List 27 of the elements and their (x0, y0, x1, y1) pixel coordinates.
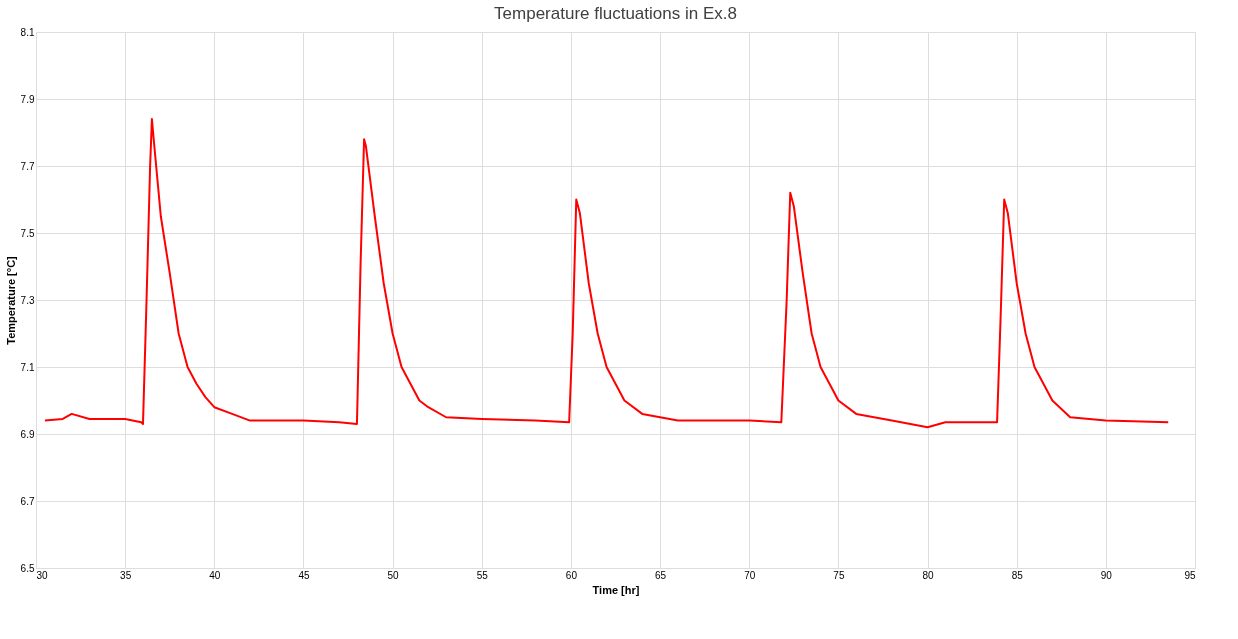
chart-title: Temperature fluctuations in Ex.8 (494, 4, 737, 23)
y-tick-label: 7.3 (20, 294, 35, 306)
y-tick-label: 6.7 (20, 495, 35, 507)
x-tick-label: 40 (209, 569, 221, 581)
x-tick-label: 85 (1011, 569, 1024, 581)
y-tick-label: 7.1 (20, 361, 35, 373)
x-tick-label: 90 (1100, 569, 1113, 581)
x-tick-label: 80 (922, 569, 935, 581)
x-tick-label: 30 (36, 569, 49, 581)
x-tick-label: 60 (565, 569, 578, 581)
y-axis-title: Temperature [°C] (4, 255, 17, 345)
x-tick-label: 45 (298, 569, 310, 581)
y-tick-label: 6.9 (20, 428, 35, 440)
x-tick-label: 75 (833, 569, 845, 581)
x-tick-label: 50 (387, 569, 400, 581)
x-tick-label: 35 (120, 569, 132, 581)
x-tick-label: 70 (744, 569, 756, 581)
y-tick-label: 7.7 (20, 160, 35, 172)
y-tick-label: 8.1 (20, 26, 35, 38)
line-series (43, 118, 1170, 429)
y-tick-label: 7.5 (20, 227, 35, 239)
y-tick-label: 6.5 (20, 562, 35, 574)
y-tick-label: 7.9 (20, 93, 35, 105)
x-axis-title: Time [hr] (592, 583, 640, 596)
x-tick-label: 95 (1184, 569, 1196, 581)
x-tick-label: 65 (655, 569, 667, 581)
x-tick-label: 55 (476, 569, 489, 581)
